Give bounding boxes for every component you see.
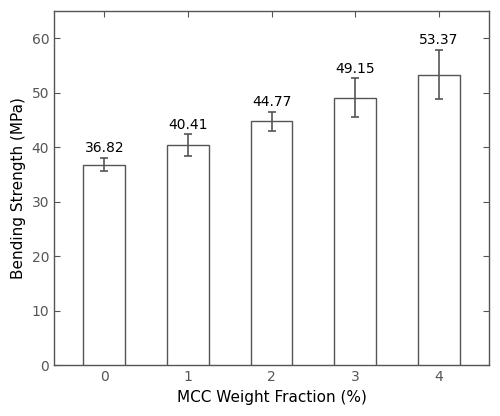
Text: 44.77: 44.77 xyxy=(252,95,291,109)
Text: 49.15: 49.15 xyxy=(336,62,375,76)
Text: 53.37: 53.37 xyxy=(419,33,459,47)
Bar xyxy=(418,74,460,366)
Text: 36.82: 36.82 xyxy=(84,141,124,156)
Bar xyxy=(84,165,125,366)
Bar xyxy=(334,97,376,366)
Bar xyxy=(250,121,292,366)
X-axis label: MCC Weight Fraction (%): MCC Weight Fraction (%) xyxy=(176,390,366,405)
Bar xyxy=(167,145,209,366)
Text: 40.41: 40.41 xyxy=(168,118,207,131)
Y-axis label: Bending Strength (MPa): Bending Strength (MPa) xyxy=(11,97,26,279)
